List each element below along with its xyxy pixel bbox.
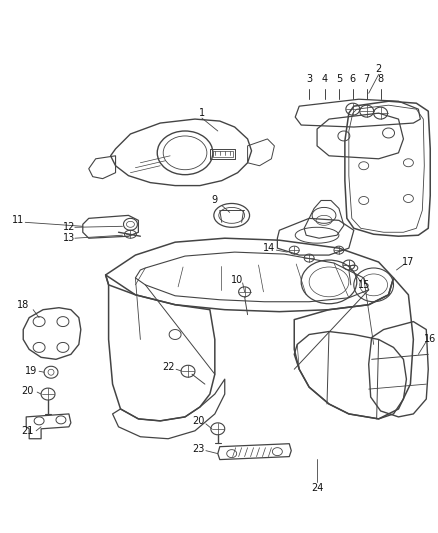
Text: 23: 23 [192, 443, 204, 454]
Text: 13: 13 [63, 233, 75, 243]
Text: 17: 17 [402, 257, 415, 267]
Text: 19: 19 [25, 366, 37, 376]
Text: 16: 16 [424, 335, 436, 344]
Text: 21: 21 [21, 426, 33, 436]
Text: 15: 15 [357, 280, 370, 290]
Text: 20: 20 [192, 416, 204, 426]
Text: 24: 24 [311, 483, 323, 494]
Text: 12: 12 [63, 222, 75, 232]
Text: 6: 6 [350, 75, 356, 84]
Text: 2: 2 [375, 64, 382, 75]
Text: 22: 22 [162, 362, 174, 372]
Text: 8: 8 [378, 75, 384, 84]
Text: 3: 3 [306, 75, 312, 84]
Text: 5: 5 [336, 75, 342, 84]
Text: 4: 4 [322, 75, 328, 84]
Text: 14: 14 [263, 243, 276, 253]
Text: 7: 7 [364, 75, 370, 84]
Text: 20: 20 [21, 386, 33, 396]
Text: 10: 10 [230, 275, 243, 285]
Text: 18: 18 [17, 300, 29, 310]
Text: 11: 11 [12, 215, 25, 225]
Text: 9: 9 [212, 196, 218, 206]
Text: 1: 1 [199, 108, 205, 118]
